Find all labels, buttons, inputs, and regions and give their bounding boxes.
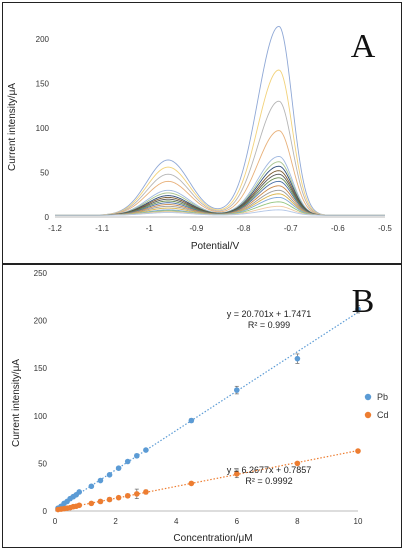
x-tick-labels: 0 2 4 6 8 10: [53, 517, 363, 526]
data-point-pb: [76, 489, 83, 495]
data-point-pb: [88, 483, 95, 490]
legend-cd-label: Cd: [377, 410, 389, 420]
cd-fit-r2: R² = 0.9992: [245, 476, 292, 486]
calibration-chart: 0 2 4 6 8 10 0 50 100 150 200 250 y = 20.701x + 1.…: [11, 269, 389, 544]
y-tick-label: 200: [34, 317, 48, 326]
data-point-cd: [134, 491, 140, 497]
legend: Pb Cd: [364, 392, 389, 420]
data-point-cd: [188, 480, 195, 487]
panel-b: 0 2 4 6 8 10 0 50 100 150 200 250 y = 20.701x + 1.…: [2, 264, 402, 548]
voltammogram-curve: [55, 25, 385, 216]
legend-cd-marker: [364, 411, 372, 419]
y-tick-label: 100: [34, 412, 48, 421]
voltammogram-curve: [55, 173, 385, 216]
voltammogram-curve: [55, 155, 385, 216]
y-tick-label: 0: [43, 507, 48, 516]
data-points: [55, 306, 361, 513]
voltammogram-curve: [55, 100, 385, 216]
data-point-pb: [134, 452, 140, 459]
x-axis-label: Potential/V: [191, 241, 240, 252]
x-axis-label: Concentration/μM: [173, 533, 252, 544]
x-tick-label: -0.5: [378, 224, 392, 233]
data-point-pb: [143, 447, 149, 453]
panel-label-a: A: [351, 28, 376, 65]
data-point-cd: [97, 498, 104, 505]
y-tick-label: 50: [40, 168, 49, 177]
data-point-cd: [124, 492, 131, 499]
y-tick-label: 250: [34, 269, 48, 278]
x-tick-label: 4: [174, 517, 179, 526]
legend-pb-marker: [364, 393, 372, 401]
x-tick-label: -1.2: [48, 224, 62, 233]
y-tick-label: 200: [36, 35, 50, 44]
x-tick-label: -1.1: [95, 224, 109, 233]
y-tick-label: 150: [36, 79, 50, 88]
y-axis-label: Current intensity/μA: [11, 359, 22, 447]
legend-pb-label: Pb: [377, 392, 388, 402]
panel-a: -1.2 -1.1 -1 -0.9 -0.8 -0.7 -0.6 -0.5 0 50 100 150…: [2, 2, 402, 264]
data-point-cd: [115, 494, 122, 501]
x-tick-label: 10: [354, 517, 363, 526]
x-tick-label: 0: [53, 517, 58, 526]
data-point-pb: [294, 355, 301, 362]
data-point-pb: [115, 465, 122, 471]
voltammogram-curve: [55, 165, 385, 216]
y-tick-label: 150: [34, 364, 48, 373]
fit-line-pb: [57, 311, 359, 508]
data-point-pb: [97, 477, 104, 484]
x-tick-label: 2: [113, 517, 118, 526]
voltammogram-curves: [55, 25, 385, 216]
data-point-cd: [294, 460, 301, 467]
data-point-cd: [76, 502, 83, 509]
y-axis-label: Current intensity/μA: [7, 83, 18, 171]
x-tick-label: -0.8: [237, 224, 251, 233]
data-point-cd: [234, 471, 240, 477]
data-point-pb: [188, 417, 195, 424]
pb-fit-r2: R² = 0.999: [248, 320, 290, 330]
data-point-pb: [106, 472, 113, 478]
data-point-cd: [88, 500, 95, 507]
data-point-pb: [124, 458, 131, 465]
voltammogram-curve: [55, 130, 385, 216]
data-point-cd: [106, 496, 113, 503]
y-tick-label: 100: [36, 124, 50, 133]
y-tick-label: 0: [45, 213, 50, 222]
x-tick-label: -0.7: [284, 224, 298, 233]
data-point-cd: [355, 448, 361, 454]
x-tick-label: 8: [295, 517, 300, 526]
y-tick-labels: 0 50 100 150 200 250: [34, 269, 48, 516]
panel-label-b: B: [352, 283, 375, 320]
cd-fit-equation: y = 6.2677x + 0.7857: [227, 465, 312, 475]
data-point-pb: [234, 387, 240, 393]
voltammogram-chart: -1.2 -1.1 -1 -0.9 -0.8 -0.7 -0.6 -0.5 0 50 100 150…: [7, 25, 392, 252]
x-tick-label: -1: [146, 224, 154, 233]
voltammogram-curve: [55, 69, 385, 216]
pb-fit-equation: y = 20.701x + 1.7471: [227, 309, 312, 319]
data-point-pb: [355, 306, 361, 312]
y-tick-labels: 0 50 100 150 200: [36, 35, 50, 222]
x-tick-labels: -1.2 -1.1 -1 -0.9 -0.8 -0.7 -0.6 -0.5: [48, 224, 392, 233]
voltammogram-curve: [55, 161, 385, 216]
y-tick-label: 50: [38, 459, 47, 468]
data-point-cd: [143, 489, 149, 495]
voltammogram-curve: [55, 209, 385, 216]
x-tick-label: -0.6: [331, 224, 345, 233]
x-tick-label: 6: [235, 517, 240, 526]
x-tick-label: -0.9: [190, 224, 204, 233]
